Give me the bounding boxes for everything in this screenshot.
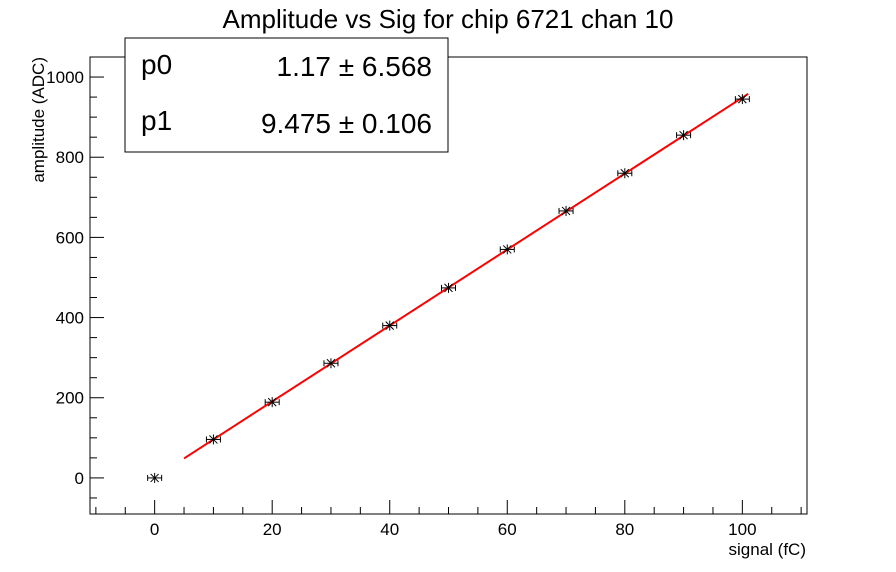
- stats-box-frame: [124, 37, 449, 153]
- y-tick-label: 200: [56, 389, 84, 408]
- stats-p0-value: 1.17 ± 6.568: [277, 51, 433, 82]
- y-tick-label: 600: [56, 228, 84, 247]
- x-tick-label: 20: [263, 520, 282, 539]
- fit-layer: [183, 92, 749, 460]
- stats-box: p0 1.17 ± 6.568 p1 9.475 ± 0.106: [124, 37, 449, 153]
- x-tick-label: 100: [728, 520, 756, 539]
- data-point: [441, 282, 456, 293]
- data-point: [558, 205, 574, 216]
- data-point: [264, 397, 280, 408]
- x-axis-label: signal (fC): [729, 540, 806, 559]
- data-point: [676, 130, 692, 141]
- x-tick-label: 40: [380, 520, 399, 539]
- x-tick-label: 60: [498, 520, 517, 539]
- chart-title: Amplitude vs Sig for chip 6721 chan 10: [223, 4, 674, 34]
- data-point: [382, 320, 398, 331]
- x-tick-label: 80: [615, 520, 634, 539]
- stats-p1-value: 9.475 ± 0.106: [261, 108, 432, 139]
- y-tick-label: 800: [56, 148, 84, 167]
- data-points: [147, 94, 750, 483]
- stats-p0-name: p0: [141, 49, 172, 80]
- data-point: [499, 244, 515, 255]
- data-point: [734, 94, 750, 105]
- data-point: [147, 472, 163, 483]
- data-point: [205, 434, 221, 445]
- data-point: [323, 358, 339, 369]
- x-tick-label: 0: [150, 520, 159, 539]
- y-tick-label: 0: [75, 469, 84, 488]
- x-axis: 0 20 40 60 80 100: [95, 500, 802, 539]
- data-point: [617, 168, 633, 179]
- y-tick-label: 1000: [46, 68, 84, 87]
- fit-line: [183, 92, 749, 460]
- y-axis-label: amplitude (ADC): [29, 57, 48, 183]
- y-axis: 0 200 400 600 800 1000: [46, 56, 104, 499]
- stats-p1-name: p1: [141, 105, 172, 136]
- y-tick-label: 400: [56, 309, 84, 328]
